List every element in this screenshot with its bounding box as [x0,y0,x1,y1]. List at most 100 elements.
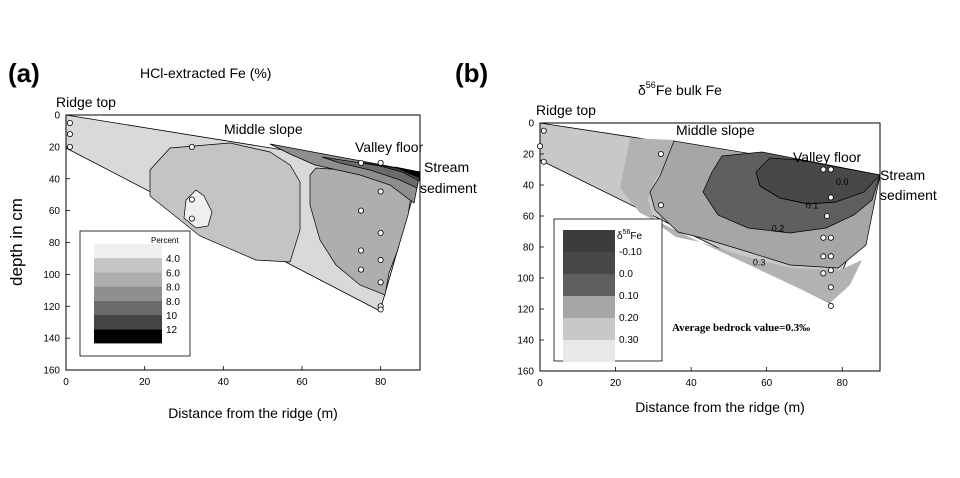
panel-a-legend-entries: 4.0 6.0 8.0 8.0 10 12 [94,244,180,344]
panel-a-sample-point [188,196,195,203]
panel-a-legend: Percent 4.0 6.0 8.0 8.0 10 12 [79,230,191,357]
panel-b-contour-labels: 0.0 0.1 0.2 0.3 [753,177,849,268]
panel-b-sample-point [827,302,834,309]
panel-a-legend-swatch [94,300,162,315]
panel-a-zone-6 [149,142,301,263]
panel-b-sample-point [820,234,827,241]
panel-a-legend-swatch [94,244,162,259]
panel-a-sample-point [377,159,384,166]
panel-a-legend-label: 12 [166,325,178,336]
panel-b-sample-point [537,143,544,150]
panel-b-legend-label: 0.30 [619,335,639,346]
panel-a-legend-label: 8.0 [166,297,180,308]
panel-b-legend-label: 0.10 [619,291,639,302]
panel-b-contour-label: 0.0 [836,177,849,187]
panel-a-legend-title: Percent [151,236,179,245]
panel-b-legend-swatch [563,340,615,362]
panel-a: (a) HCl-extracted Fe (%) depth in cm 0 20… [7,58,477,421]
panel-a-sample-point [377,257,384,264]
panel-a-y-tick-label: 40 [49,174,61,185]
panel-a-legend-swatch [94,315,162,330]
panel-b-y-tick-label: 80 [523,243,535,254]
panel-a-y-tick-label: 100 [43,270,60,281]
panel-b-sample-point [827,284,834,291]
panel-a-site-valley-floor: Valley floor [355,139,424,155]
panel-b-legend-title-suffix: Fe [630,231,642,242]
panel-a-sample-point [377,279,384,286]
panel-b-y-tick-label: 120 [517,305,534,316]
panel-b-sample-point [657,150,664,157]
panel-b-x-tick-label: 80 [837,378,849,389]
panel-b-x-tick-label: 60 [761,378,773,389]
panel-b-y-tick-label: 60 [523,212,535,223]
panel-b-legend-title: δ56Fe [617,229,642,242]
panel-a-legend-swatch [94,258,162,273]
panel-b-title-symbol: δ [638,82,646,98]
panel-a-legend-label: 10 [166,311,178,322]
panel-b-legend: δ56Fe -0.10 0.0 0.10 0.20 0.30 [553,218,663,362]
panel-a-letter: (a) [8,58,40,88]
panel-b-legend-label: 0.0 [619,269,633,280]
panel-a-x-tick-label: 20 [139,377,151,388]
panel-a-legend-label: 6.0 [166,268,180,279]
panel-b-sample-point [657,202,664,209]
panel-a-legend-label: 4.0 [166,254,180,265]
panel-b-y-tick-label: 140 [517,336,534,347]
panel-b-sample-point [540,158,547,165]
panel-b-legend-swatch [563,318,615,340]
panel-b-bedrock-annotation: Average bedrock value=0.3‰ [672,322,810,334]
panel-a-x-ticks: 0 20 40 60 80 [63,366,387,388]
panel-b-sample-point [824,212,831,219]
panel-a-sample-point [66,143,73,150]
panel-b-site-sediment: sediment [880,187,937,203]
panel-a-y-axis-label: depth in cm [7,198,26,286]
panel-b-y-tick-label: 20 [523,150,535,161]
panel-a-x-tick-label: 80 [375,377,387,388]
panel-b-y-tick-label: 40 [523,181,535,192]
panel-b-site-middle-slope: Middle slope [676,122,755,138]
panel-b-letter: (b) [455,58,488,88]
panel-a-legend-swatch [94,286,162,301]
panel-b-contour-line [755,171,837,205]
panel-a-sample-point [66,131,73,138]
panel-b-sample-points [537,127,834,309]
panel-b: (b) δ56Fe bulk Fe 0 20 40 60 80 020406080100… [455,58,937,415]
panel-a-site-sediment: sediment [420,180,477,196]
panel-a-y-tick-label: 140 [43,334,60,345]
panel-b-x-tick-label: 0 [537,378,543,389]
panel-a-sample-point [66,119,73,126]
panel-b-sample-point [820,166,827,173]
panel-a-x-tick-label: 40 [218,377,230,388]
panel-b-sample-point [820,253,827,260]
panel-b-sample-point [827,194,834,201]
panel-b-y-tick-label: 160 [517,367,534,378]
panel-a-y-tick-label: 60 [49,206,61,217]
panel-b-site-stream: Stream [880,167,925,183]
panel-a-sample-point [357,207,364,214]
panel-b-sample-point [827,166,834,173]
panel-a-legend-swatch [94,329,162,344]
panel-b-x-tick-label: 40 [686,378,698,389]
panel-b-contour-label: 0.1 [806,200,819,210]
panel-a-x-tick-label: 60 [296,377,308,388]
panel-b-title-superscript: 56 [646,80,656,90]
panel-b-sample-point [827,234,834,241]
panel-b-site-ridge-top: Ridge top [536,102,596,118]
panel-b-legend-label: -0.10 [619,247,642,258]
panel-a-sample-point [188,215,195,222]
panel-a-y-tick-label: 0 [54,111,60,122]
panel-b-legend-swatch [563,252,615,274]
panel-b-x-ticks: 0 20 40 60 80 [537,367,848,389]
panel-b-legend-swatch [563,274,615,296]
panel-b-sample-point [827,253,834,260]
panel-b-legend-swatch [563,296,615,318]
panel-a-sample-point [377,229,384,236]
panel-a-y-tick-label: 120 [43,302,60,313]
panel-a-legend-label: 8.0 [166,283,180,294]
panel-b-legend-swatch [563,230,615,252]
panel-b-zone-010 [620,138,862,303]
panel-a-sample-point [357,159,364,166]
panel-a-sample-points [66,119,384,313]
panel-a-sample-point [357,247,364,254]
